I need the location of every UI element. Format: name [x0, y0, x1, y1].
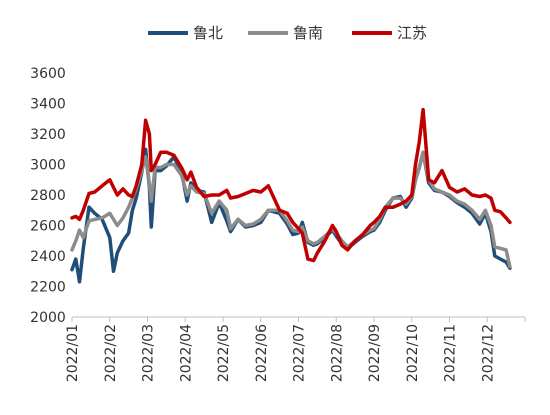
x-tick-label: 2022/07 — [292, 324, 308, 382]
y-tick-label: 2000 — [30, 310, 66, 326]
y-tick-label: 2200 — [30, 280, 66, 296]
x-tick-label: 2022/06 — [254, 324, 270, 382]
x-tick-label: 2022/09 — [367, 324, 383, 382]
y-tick-label: 2600 — [30, 219, 66, 235]
x-tick-label: 2022/01 — [65, 324, 81, 382]
y-tick-label: 3000 — [30, 158, 66, 174]
legend-label: 江苏 — [397, 24, 427, 42]
x-tick-label: 2022/05 — [216, 324, 232, 382]
legend: 鲁北 鲁南 江苏 — [148, 24, 427, 42]
y-tick-label: 2400 — [30, 249, 66, 265]
x-tick-label: 2022/03 — [141, 324, 157, 382]
y-tick-label: 3600 — [30, 66, 66, 82]
y-tick-label: 3200 — [30, 127, 66, 143]
x-tick-label: 2022/12 — [480, 324, 496, 382]
y-tick-label: 3400 — [30, 97, 66, 113]
series-line-2 — [70, 107, 512, 263]
x-tick-label: 2022/10 — [405, 324, 421, 382]
series-line-0 — [70, 147, 512, 284]
x-tick-label: 2022/08 — [329, 324, 345, 382]
y-axis: 2000 2200 2400 2600 2800 3000 3200 3400 3600 — [30, 66, 66, 326]
legend-label: 鲁南 — [293, 24, 323, 42]
legend-label: 鲁北 — [193, 24, 223, 42]
y-tick-label: 2800 — [30, 188, 66, 204]
x-tick-label: 2022/11 — [443, 324, 459, 382]
x-tick-label: 2022/02 — [103, 324, 119, 382]
x-tick-label: 2022/04 — [178, 324, 194, 382]
series-line-1 — [70, 150, 512, 269]
x-axis: 2022/01 2022/02 2022/03 2022/04 2022/05 2022/… — [65, 316, 526, 382]
series-layer — [70, 107, 512, 284]
